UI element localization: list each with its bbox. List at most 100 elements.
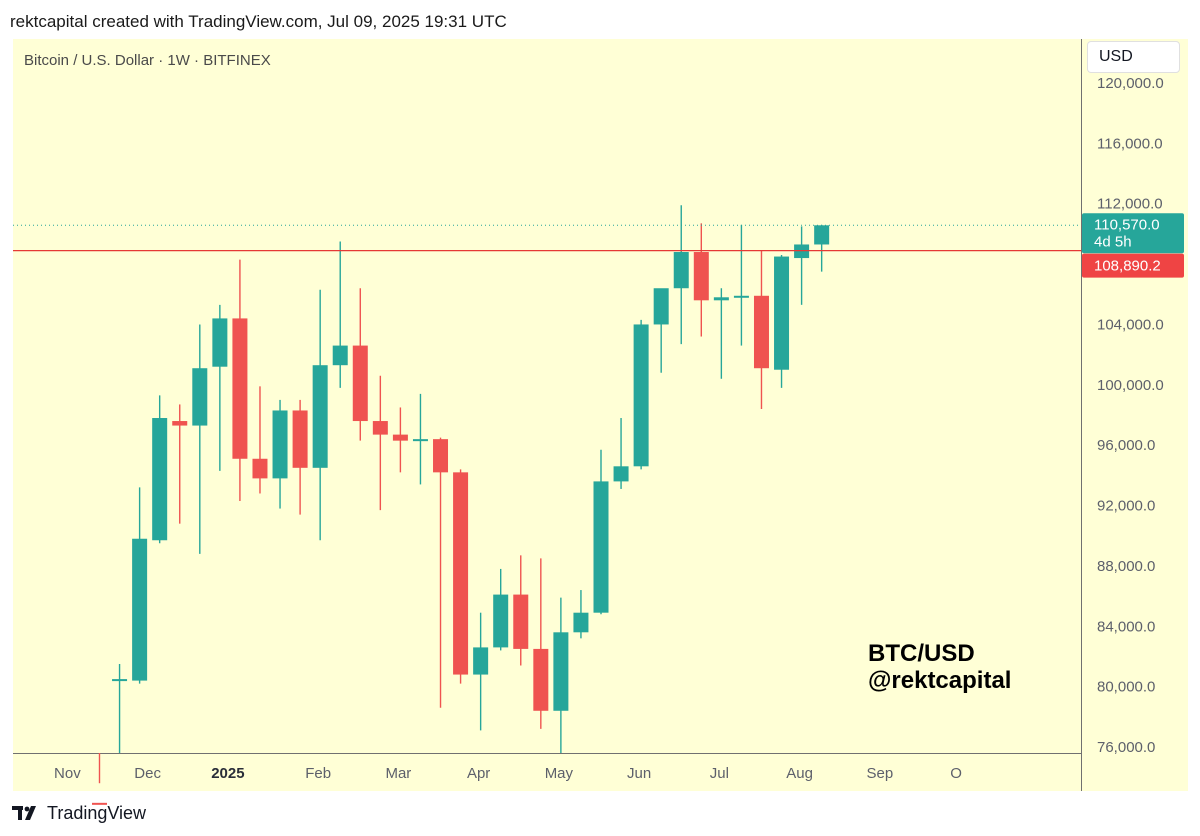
candle[interactable] [553,597,569,753]
candle[interactable] [152,395,168,544]
candle[interactable] [112,664,128,753]
candles-group [92,205,830,805]
symbol-title: Bitcoin / U.S. Dollar · 1W · BITFINEX [24,52,271,69]
time-tick-label: Nov [54,765,81,782]
candle-body [192,368,208,426]
candle-body [673,252,689,289]
last-price-value: 110,570.0 [1094,216,1160,233]
time-tick-label: Feb [305,765,331,782]
price-tick-label: 112,000.0 [1097,196,1163,213]
candle[interactable] [92,753,107,805]
candle-body [713,297,729,301]
price-tick-label: 92,000.0 [1097,498,1155,515]
tradingview-wordmark: TradingView [47,802,147,823]
candle[interactable] [713,288,729,379]
candle-body [573,612,589,633]
annotation-author: @rektcapital [868,667,1011,694]
candle[interactable] [794,226,810,305]
candle[interactable] [733,224,749,346]
candle-body [372,421,388,435]
candle-body [292,410,308,468]
currency-selector[interactable]: USD [1087,41,1180,73]
bar-countdown: 4d 5h [1094,233,1132,250]
candle[interactable] [693,223,709,337]
tradingview-brand[interactable]: TradingView [12,801,146,825]
candle[interactable] [372,375,388,511]
level-price-label: 108,890.2 [1082,253,1184,278]
candle[interactable] [573,590,589,639]
candle-body [172,421,188,426]
candle-body [633,324,649,467]
candle[interactable] [433,437,449,708]
candle[interactable] [653,288,669,373]
candle-body [152,418,168,541]
time-tick-label: Mar [385,765,411,782]
price-tick-label: 116,000.0 [1097,135,1163,152]
candle[interactable] [212,304,228,471]
annotation-pair: BTC/USD [868,640,975,667]
candle-body [453,472,469,675]
candle-body [412,439,428,442]
candle[interactable] [272,399,288,509]
candle-body [553,632,569,711]
candle-body [312,365,328,468]
candle-body [593,481,609,613]
candle-body [232,318,248,459]
candle-body [352,345,368,422]
candle[interactable] [292,399,308,515]
candle-body [272,410,288,479]
time-tick-label: Jun [627,765,651,782]
candle-body [653,288,669,325]
time-tick-label: O [950,765,962,782]
candle[interactable] [513,555,529,666]
candle[interactable] [774,255,790,388]
candle[interactable] [633,319,649,470]
candle[interactable] [172,404,188,524]
candle-body [112,679,128,682]
candle[interactable] [192,324,208,554]
tradingview-logo-icon [12,806,36,820]
candle[interactable] [232,259,248,502]
time-tick-label: Jul [710,765,729,782]
time-tick-label: Sep [866,765,893,782]
candle-body [212,318,228,367]
candle[interactable] [814,224,830,272]
candle-body [392,434,408,441]
candle-body [774,256,790,370]
candle[interactable] [593,449,609,615]
candle-body [753,295,769,369]
candle-body [332,345,348,366]
price-tick-label: 88,000.0 [1097,558,1155,575]
candle[interactable] [613,418,629,489]
price-tick-label: 96,000.0 [1097,437,1155,454]
level-price-value: 108,890.2 [1094,258,1161,275]
time-tick-label: Aug [786,765,813,782]
candle-body [513,594,529,649]
candle-body [252,458,268,479]
candle[interactable] [332,241,348,388]
price-tick-label: 120,000.0 [1097,75,1164,92]
time-axis: OctNovDec2025FebMarAprMayJunJulAugSepO [54,765,962,782]
time-tick-label: Apr [467,765,490,782]
candle[interactable] [453,469,469,684]
candle[interactable] [753,250,769,409]
time-tick-label: 2025 [211,765,244,782]
candle-body [433,439,449,473]
candle-body [794,244,810,259]
candle[interactable] [412,393,428,485]
candle-body [473,647,489,675]
candle[interactable] [533,558,549,729]
candle-body [132,538,148,681]
candle[interactable] [352,288,368,441]
candle[interactable] [493,568,509,651]
candle[interactable] [673,205,689,345]
candle[interactable] [392,407,408,473]
candle[interactable] [473,612,489,731]
candle[interactable] [312,289,328,541]
candle[interactable] [132,487,148,684]
price-tick-label: 76,000.0 [1097,739,1155,756]
candle[interactable] [252,386,268,494]
candle-body [493,594,509,648]
candle-body [533,648,549,711]
